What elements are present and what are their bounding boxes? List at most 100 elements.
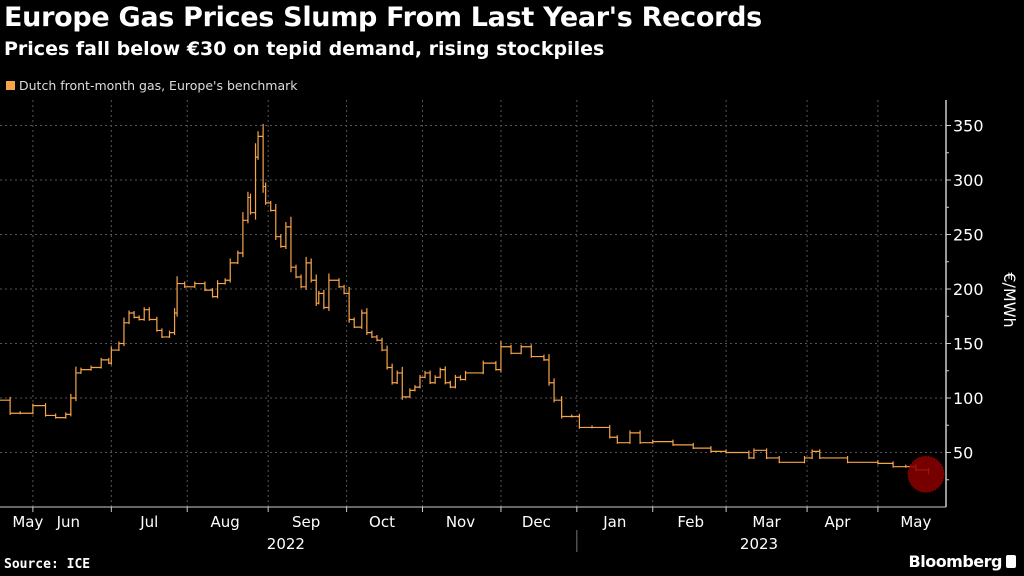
price-step <box>640 439 654 444</box>
price-step <box>285 216 292 273</box>
price-step <box>204 288 214 298</box>
price-step <box>247 193 252 215</box>
price-step <box>511 344 522 355</box>
price-step <box>893 464 907 468</box>
y-tick-label: 350 <box>953 117 984 136</box>
price-step <box>123 310 130 325</box>
y-tick-label: 100 <box>953 389 984 408</box>
price-step <box>32 403 47 417</box>
price-step <box>174 276 178 317</box>
x-tick-label: Feb <box>677 513 704 531</box>
price-step <box>440 366 446 385</box>
y-tick-label: 250 <box>953 226 984 245</box>
price-step <box>20 403 34 415</box>
price-step <box>144 307 150 321</box>
price-step <box>387 363 393 385</box>
price-step <box>748 448 755 459</box>
price-step <box>402 388 411 398</box>
year-label: 2022 <box>267 535 305 553</box>
legend-label: Dutch front-month gas, Europe's benchmar… <box>19 78 298 93</box>
price-step <box>366 330 373 338</box>
price-step <box>435 367 441 379</box>
y-axis-label: €/MWh <box>1000 272 1019 327</box>
price-step <box>134 315 140 321</box>
year-label: 2023 <box>740 535 778 553</box>
y-tick-label: 300 <box>953 171 984 190</box>
price-step <box>225 258 231 283</box>
price-step <box>290 264 297 279</box>
price-step <box>766 455 780 464</box>
bloomberg-logo: Bloomberg <box>909 552 1016 571</box>
price-step <box>753 448 768 459</box>
x-tick-label: Nov <box>446 513 475 531</box>
chart-subtitle: Prices fall below €30 on tepid demand, r… <box>4 38 605 60</box>
price-step <box>250 143 257 220</box>
price-step <box>460 370 467 381</box>
price-step <box>609 435 618 444</box>
price-step <box>543 354 550 386</box>
price-step <box>672 442 694 450</box>
price-step <box>430 375 436 384</box>
price-step <box>779 455 806 464</box>
x-tick-label: May <box>900 513 931 531</box>
price-step <box>414 374 421 389</box>
x-tick-label: May <box>12 513 43 531</box>
price-step <box>65 393 72 417</box>
price-step <box>275 234 282 248</box>
price-step <box>376 337 383 352</box>
price-step <box>847 460 879 465</box>
price-step <box>161 330 171 338</box>
price-step <box>270 203 277 240</box>
x-tick-label: Dec <box>522 513 551 531</box>
price-step <box>349 317 355 329</box>
price-step <box>617 430 631 444</box>
price-step <box>156 328 163 338</box>
price-step <box>361 308 368 336</box>
price-step <box>500 344 512 355</box>
price-step <box>169 308 176 336</box>
price-step <box>549 378 555 403</box>
source-note: Source: ICE <box>4 557 91 572</box>
price-step <box>392 370 398 384</box>
price-step <box>149 316 158 332</box>
price-step <box>425 370 431 384</box>
bloomberg-terminal-icon <box>1006 555 1016 568</box>
price-step <box>194 281 206 292</box>
price-step <box>258 123 264 193</box>
price-step <box>296 274 302 289</box>
price-step <box>70 366 77 402</box>
price-step <box>804 449 813 459</box>
price-step <box>10 411 21 415</box>
price-step <box>710 449 727 454</box>
price-step <box>483 361 497 371</box>
x-tick-label: Aug <box>211 513 240 531</box>
price-step <box>323 273 330 311</box>
legend-swatch <box>6 81 15 90</box>
price-step <box>306 258 312 283</box>
price-step <box>521 344 532 358</box>
price-step <box>592 424 611 439</box>
price-step <box>311 274 317 307</box>
price-step <box>726 450 750 459</box>
y-tick-label: 200 <box>953 280 984 299</box>
price-step <box>237 212 244 258</box>
price-step <box>693 446 712 453</box>
price-step <box>531 354 545 361</box>
price-step <box>75 367 82 374</box>
price-step <box>409 385 416 392</box>
price-step <box>465 360 484 375</box>
price-step <box>184 281 196 288</box>
latest-price-highlight <box>907 455 945 493</box>
price-step <box>301 256 307 290</box>
brand-name: Bloomberg <box>908 552 1003 571</box>
price-step <box>495 341 502 373</box>
price-step <box>45 413 57 419</box>
price-step <box>579 425 593 429</box>
price-step <box>80 365 92 371</box>
price-step <box>129 310 135 319</box>
x-tick-label: Sep <box>292 513 320 531</box>
price-step <box>397 366 403 400</box>
price-step <box>263 182 267 205</box>
price-step <box>571 413 580 429</box>
price-step <box>445 380 451 389</box>
